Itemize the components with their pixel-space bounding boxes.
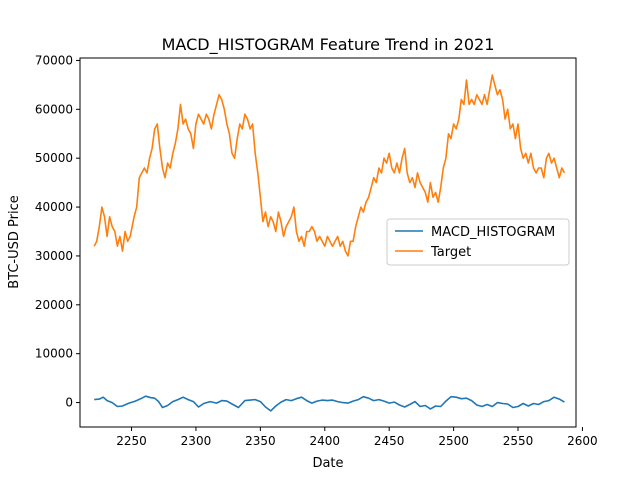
plot-frame — [79, 57, 577, 428]
y-tick-label: 70000 — [35, 53, 73, 67]
series-layer — [93, 74, 566, 412]
x-tick-label: 2400 — [310, 434, 341, 448]
y-axis: 0 10000 20000 30000 40000 50000 60000 70000 — [35, 53, 80, 410]
x-tick-label: 2600 — [567, 434, 598, 448]
y-tick-label: 30000 — [35, 249, 73, 263]
y-tick-label: 60000 — [35, 102, 73, 116]
y-tick-label: 10000 — [35, 347, 73, 361]
x-tick-label: 2350 — [245, 434, 276, 448]
series-line-0 — [94, 395, 565, 412]
legend: MACD_HISTOGRAM Target — [386, 218, 570, 266]
legend-label: Target — [430, 245, 471, 260]
y-tick-label: 20000 — [35, 298, 73, 312]
legend-label: MACD_HISTOGRAM — [431, 225, 555, 240]
y-tick-label: 40000 — [35, 200, 73, 214]
x-axis: 2250 2300 2350 2400 2450 2500 2550 2600 — [116, 427, 598, 448]
legend-box — [386, 218, 570, 266]
x-tick-label: 2450 — [374, 434, 405, 448]
series-line-1 — [93, 74, 566, 257]
x-tick-label: 2500 — [438, 434, 469, 448]
y-tick-label: 0 — [65, 396, 73, 410]
y-tick-label: 50000 — [35, 151, 73, 165]
y-axis-label: BTC-USD Price — [7, 195, 22, 289]
x-tick-label: 2300 — [181, 434, 212, 448]
chart-title: MACD_HISTOGRAM Feature Trend in 2021 — [162, 35, 495, 55]
x-tick-label: 2250 — [116, 434, 147, 448]
x-tick-label: 2550 — [503, 434, 534, 448]
x-axis-label: Date — [312, 456, 343, 471]
